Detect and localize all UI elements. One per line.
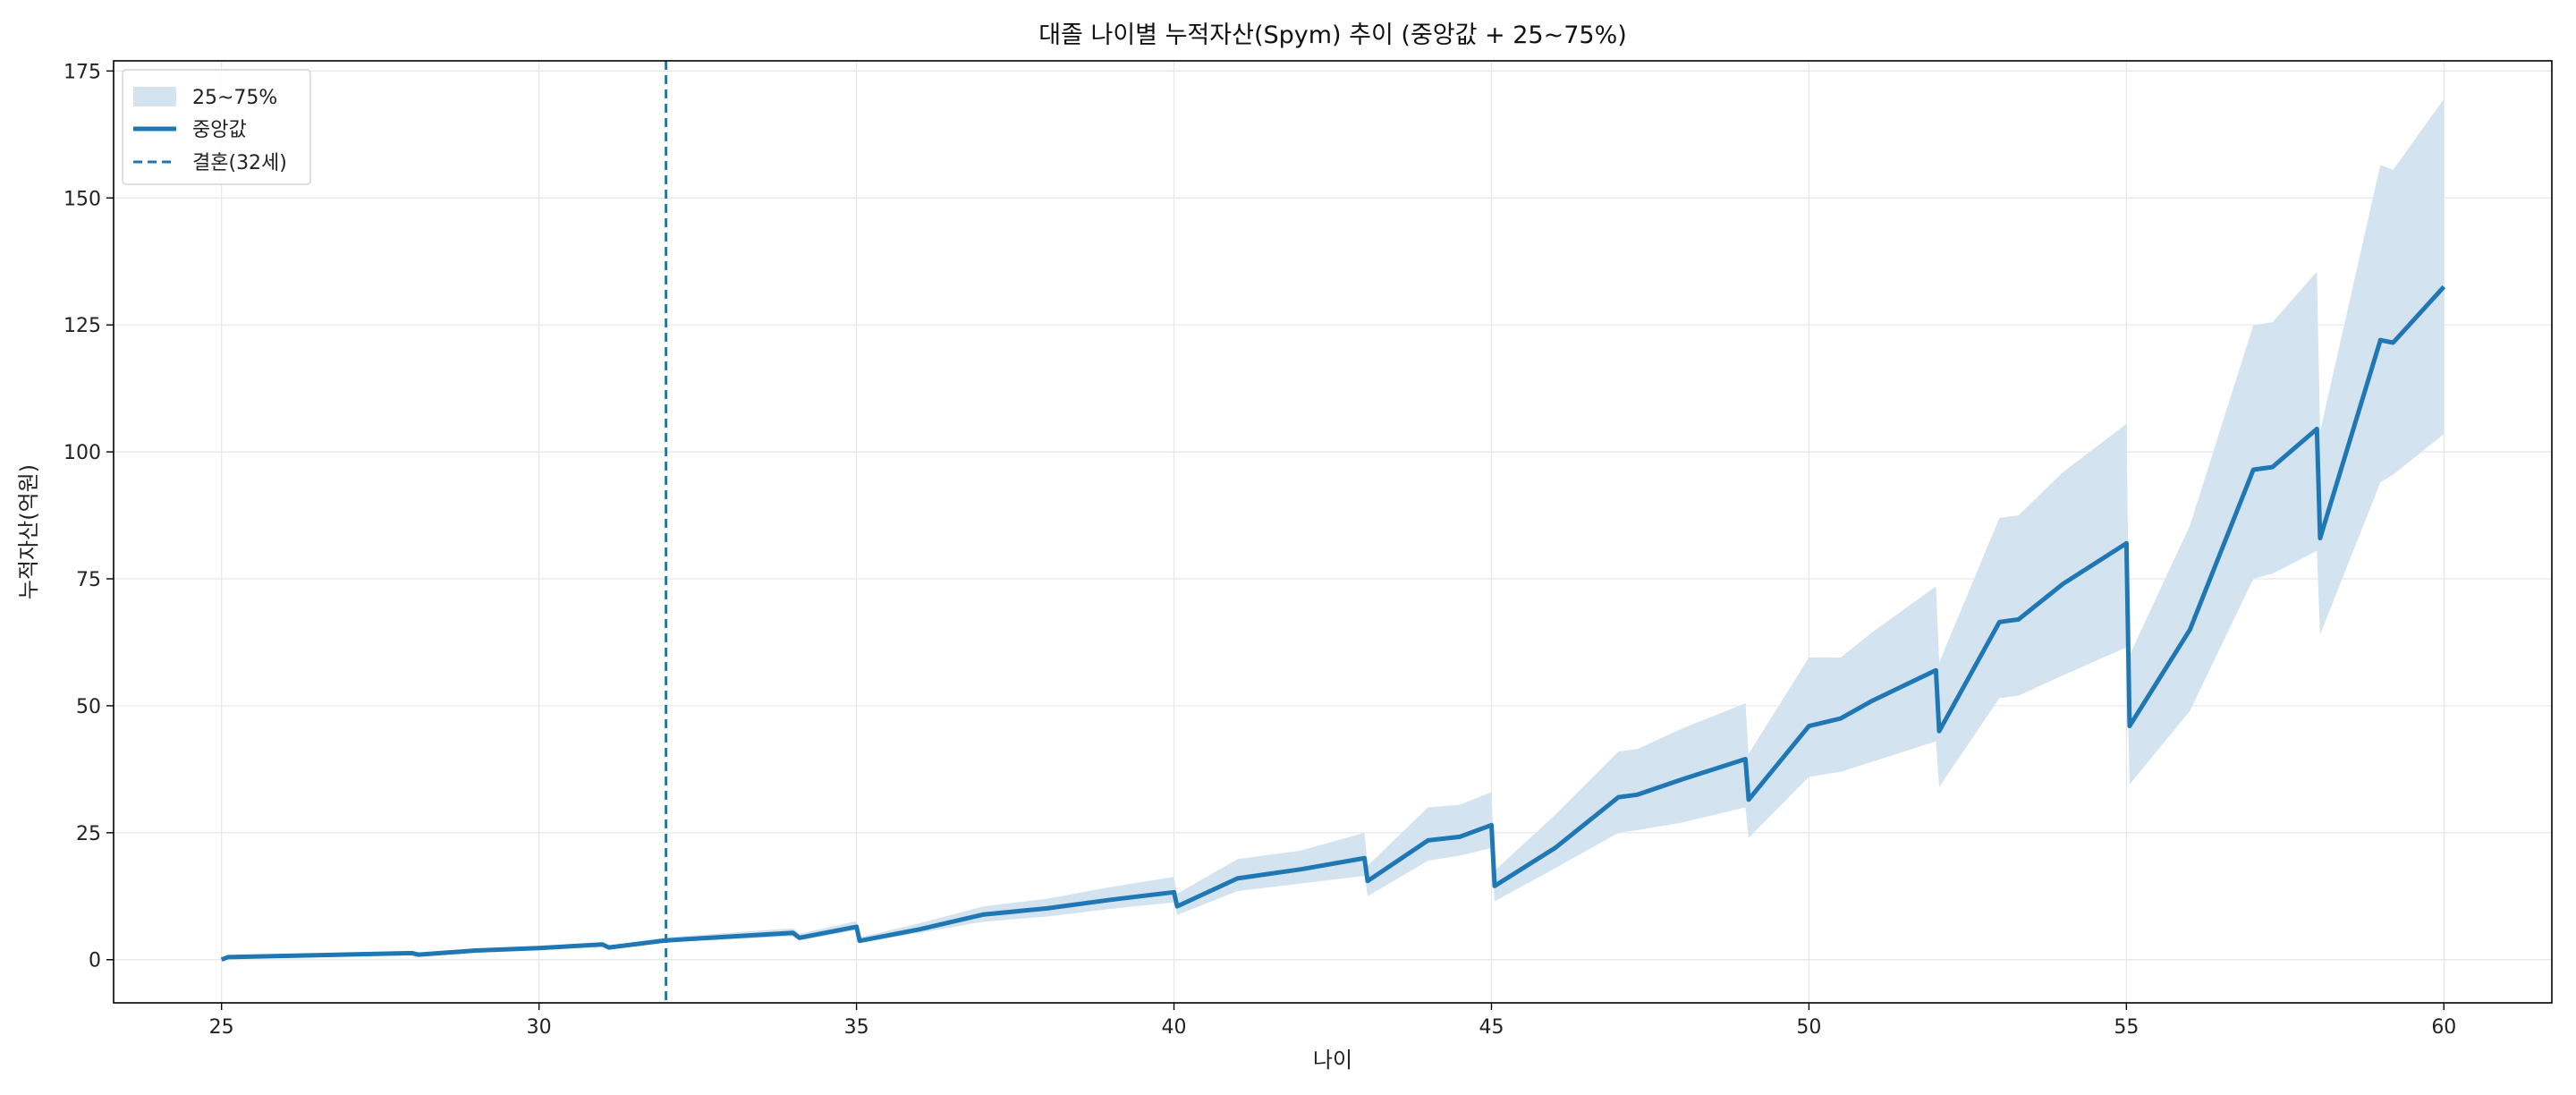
x-axis-title: 나이 — [1313, 1048, 1352, 1073]
x-tick-label: 60 — [2431, 1016, 2456, 1039]
median-layer — [220, 284, 2446, 963]
iqr-band — [221, 98, 2445, 960]
x-tick-label: 25 — [209, 1016, 234, 1039]
x-tick-label: 30 — [527, 1016, 552, 1039]
legend-median-label: 중앙값 — [192, 119, 247, 141]
y-tick-label: 100 — [64, 442, 101, 464]
y-tick-label: 75 — [76, 569, 101, 591]
y-tick-label: 175 — [64, 61, 101, 83]
y-tick-label: 125 — [64, 315, 101, 337]
y-axis-title: 누적자산(억원) — [16, 464, 41, 599]
x-tick-label: 50 — [1796, 1016, 1821, 1039]
legend: 25~75% 중앙값 결혼(32세) — [122, 69, 311, 185]
x-tick-label: 45 — [1479, 1016, 1504, 1039]
y-tick-label: 150 — [64, 188, 101, 210]
y-tick-label: 25 — [76, 823, 101, 845]
plot-frame — [113, 60, 2553, 1004]
x-tick-label: 55 — [2114, 1016, 2139, 1039]
y-tick-label: 0 — [89, 950, 101, 972]
legend-band-swatch — [133, 87, 176, 106]
y-axis-ticks: 0 25 50 75 100 125 150 175 — [64, 61, 114, 972]
chart-title: 대졸 나이별 누적자산(Spym) 추이 (중앙값 + 25~75%) — [1038, 21, 1627, 49]
legend-band-label: 25~75% — [192, 87, 277, 109]
band-layer — [221, 98, 2445, 960]
legend-marriage-label: 결혼(32세) — [192, 152, 287, 174]
y-tick-label: 50 — [76, 696, 101, 718]
x-tick-label: 35 — [844, 1016, 869, 1039]
grid-lines — [114, 61, 2552, 1003]
x-tick-label: 40 — [1162, 1016, 1187, 1039]
median-line — [220, 284, 2446, 963]
x-axis-ticks: 25 30 35 40 45 50 55 60 — [209, 1003, 2456, 1039]
